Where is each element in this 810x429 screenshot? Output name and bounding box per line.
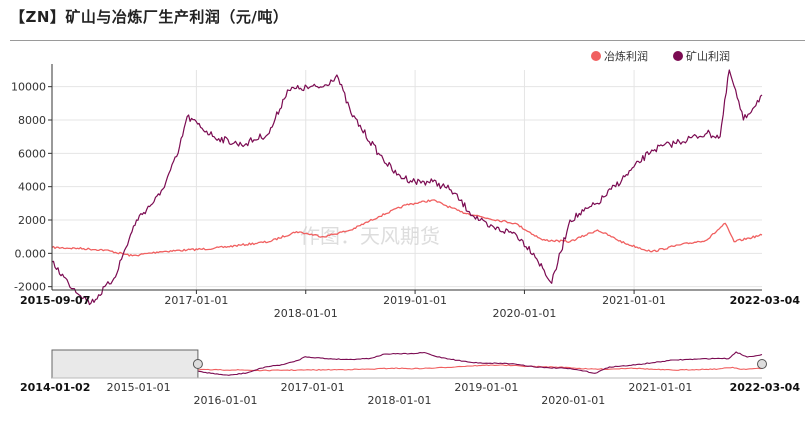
x-tick-label: 2019-01-01 <box>383 294 447 307</box>
series-line-mine <box>51 69 763 306</box>
navigator-range-end-label: 2022-03-04 <box>730 381 801 394</box>
x-tick-label: 2021-01-01 <box>602 294 666 307</box>
navigator-tick-label: 2018-01-01 <box>368 394 432 407</box>
axes: -2000 0.000 2000 4000 6000 8000 10000 2015-09-0… <box>11 64 800 320</box>
grid <box>52 70 762 290</box>
navigator-tick-label: 2019-01-01 <box>454 381 518 394</box>
title-divider <box>10 40 805 41</box>
y-tick-label: 2000 <box>18 214 46 227</box>
legend[interactable]: 冶炼利润 矿山利润 <box>591 49 730 63</box>
y-tick-label: 8000 <box>18 114 46 127</box>
y-tick-label: 6000 <box>18 147 46 160</box>
x-range-start-label: 2015-09-07 <box>20 294 90 307</box>
legend-item-mine[interactable]: 矿山利润 <box>673 49 730 63</box>
legend-swatch <box>591 51 601 61</box>
navigator-line-mine <box>197 351 763 376</box>
navigator-tick-label: 2015-01-01 <box>107 381 171 394</box>
navigator-selection[interactable] <box>51 349 199 379</box>
watermark: 作图：天风期货 <box>300 224 440 248</box>
navigator-handle-knob[interactable] <box>757 359 767 369</box>
navigator-tick-label: 2020-01-01 <box>541 394 605 407</box>
navigator-tick-label: 2017-01-01 <box>281 381 345 394</box>
legend-label: 矿山利润 <box>686 49 730 63</box>
x-tick-label: 2020-01-01 <box>492 307 556 320</box>
navigator-line-smelter <box>197 364 763 372</box>
series-lines <box>51 69 763 306</box>
y-tick-label: 0.000 <box>15 247 47 260</box>
chart-title: 【ZN】矿山与冶炼厂生产利润（元/吨） <box>10 8 289 26</box>
x-tick-label: 2018-01-01 <box>274 307 338 320</box>
navigator-tick-label: 2016-01-01 <box>194 394 258 407</box>
navigator[interactable]: 2014-01-02 2022-03-04 2015-01-01 2017-01-01… <box>20 349 801 407</box>
x-tick-label: 2017-01-01 <box>164 294 228 307</box>
navigator-range-start-label: 2014-01-02 <box>20 381 90 394</box>
legend-item-smelter[interactable]: 冶炼利润 <box>591 49 648 63</box>
y-tick-label: -2000 <box>14 281 46 294</box>
navigator-handle[interactable] <box>192 359 203 369</box>
x-range-end-label: 2022-03-04 <box>730 294 801 307</box>
legend-label: 冶炼利润 <box>604 49 648 63</box>
y-tick-label: 4000 <box>18 181 46 194</box>
series-line-smelter <box>51 199 763 257</box>
y-tick-label: 10000 <box>11 81 46 94</box>
navigator-tick-label: 2021-01-01 <box>628 381 692 394</box>
navigator-handle-knob[interactable] <box>192 359 203 369</box>
legend-swatch <box>673 51 683 61</box>
